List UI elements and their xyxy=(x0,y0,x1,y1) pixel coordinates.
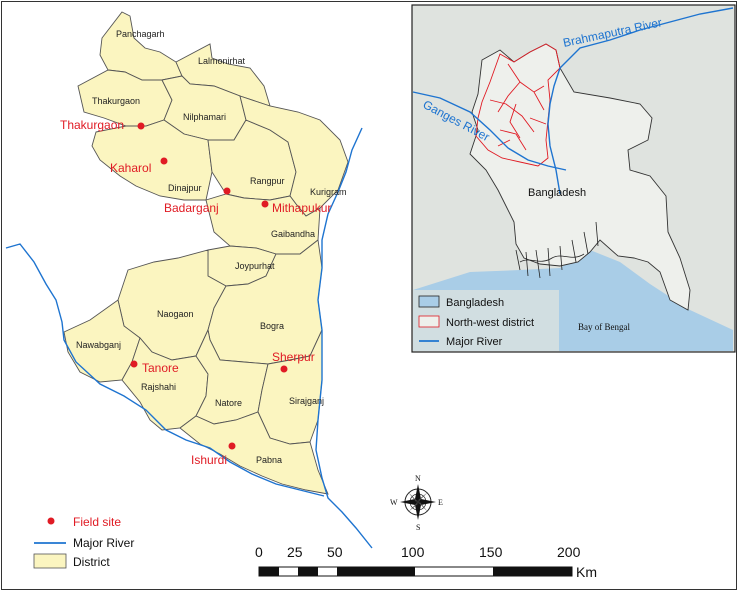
scale-tick-50: 50 xyxy=(327,544,343,560)
inset-legend-bd-symbol xyxy=(418,295,440,308)
scale-bar: 0 25 50 100 150 200 Km xyxy=(255,544,597,580)
field-site-marker-mithapukur xyxy=(261,200,269,208)
label-naogaon: Naogaon xyxy=(157,309,194,319)
district-panchagarh xyxy=(99,11,183,81)
district-pabna xyxy=(179,411,329,495)
inset-northwest-districts xyxy=(475,43,561,167)
scale-tick-200: 200 xyxy=(557,544,581,560)
legend-district-symbol xyxy=(33,553,67,569)
label-gaibandha: Gaibandha xyxy=(271,229,315,239)
field-site-marker-sherpur xyxy=(280,365,288,373)
inset-legend: Bangladesh North-west district Major Riv… xyxy=(413,290,559,351)
field-site-marker-badarganj xyxy=(223,187,231,195)
legend-river-label: Major River xyxy=(73,536,134,550)
legend-field-site-label: Field site xyxy=(73,515,121,529)
inset-legend-nw-symbol xyxy=(418,315,440,328)
label-bogra: Bogra xyxy=(260,321,284,331)
label-sirajganj: Sirajganj xyxy=(289,396,324,406)
label-rajshahi: Rajshahi xyxy=(141,382,176,392)
district-kurigram xyxy=(239,95,349,217)
label-joypurhat: Joypurhat xyxy=(235,261,275,271)
compass-w: W xyxy=(390,498,398,507)
label-rangpur: Rangpur xyxy=(250,176,285,186)
legend-field-site-symbol xyxy=(47,517,55,525)
field-site-label-badarganj: Badarganj xyxy=(164,201,219,215)
inset-ganges-line xyxy=(412,91,567,171)
field-site-marker-kaharol xyxy=(160,157,168,165)
field-site-label-sherpur: Sherpur xyxy=(272,350,315,364)
label-nawabganj: Nawabganj xyxy=(76,340,121,350)
field-site-marker-thakurgaon xyxy=(137,122,145,130)
scale-tick-25: 25 xyxy=(287,544,303,560)
inset-brahmaputra-line xyxy=(559,7,734,69)
main-legend: Field site Major River District xyxy=(33,515,134,569)
brahmaputra-river-line xyxy=(315,127,373,549)
inset-bangladesh-shape xyxy=(469,43,691,311)
field-site-marker-ishurdi xyxy=(228,442,236,450)
field-site-marker-tanore xyxy=(130,360,138,368)
label-natore: Natore xyxy=(215,398,242,408)
label-panchagarh: Panchagarh xyxy=(116,29,165,39)
ganges-river-line xyxy=(5,243,325,497)
label-kurigram: Kurigram xyxy=(310,187,347,197)
north-arrow-icon: N S E W xyxy=(390,474,443,532)
field-sites: Thakurgaon Kaharol Badarganj Mithapukur … xyxy=(60,118,331,467)
compass-n: N xyxy=(415,474,421,483)
main-rivers xyxy=(5,127,373,549)
label-dinajpur: Dinajpur xyxy=(168,183,202,193)
inset-legend-nw-label: North-west district xyxy=(446,317,534,329)
label-nilphamari: Nilphamari xyxy=(183,112,226,122)
field-site-label-kaharol: Kaharol xyxy=(110,161,151,175)
label-pabna: Pabna xyxy=(256,455,282,465)
field-site-label-ishurdi: Ishurdi xyxy=(191,453,227,467)
inset-rivers xyxy=(412,7,734,195)
district-sirajganj xyxy=(257,329,323,445)
north-west-region xyxy=(63,11,349,495)
compass-s: S xyxy=(416,523,420,532)
scale-tick-100: 100 xyxy=(401,544,425,560)
scale-tick-150: 150 xyxy=(479,544,503,560)
inset-map: Brahmaputra River Ganges River Banglades… xyxy=(411,4,736,353)
scale-tick-0: 0 xyxy=(255,544,263,560)
inset-legend-bd-label: Bangladesh xyxy=(446,297,504,309)
inset-label-bay: Bay of Bengal xyxy=(578,322,630,332)
scale-unit: Km xyxy=(576,564,597,580)
inset-delta-texture xyxy=(515,221,599,279)
label-thakurgaon: Thakurgaon xyxy=(92,96,140,106)
legend-district-label: District xyxy=(73,555,110,569)
inset-legend-river-label: Major River xyxy=(446,336,503,348)
field-site-label-tanore: Tanore xyxy=(142,361,179,375)
label-lalmonirhat: Lalmonirhat xyxy=(198,56,246,66)
field-site-label-mithapukur: Mithapukur xyxy=(272,201,331,215)
compass-e: E xyxy=(438,498,443,507)
field-site-label-thakurgaon: Thakurgaon xyxy=(60,118,124,132)
district-labels: Panchagarh Lalmonirhat Thakurgaon Nilpha… xyxy=(76,29,347,465)
inset-label-bangladesh: Bangladesh xyxy=(528,187,586,199)
